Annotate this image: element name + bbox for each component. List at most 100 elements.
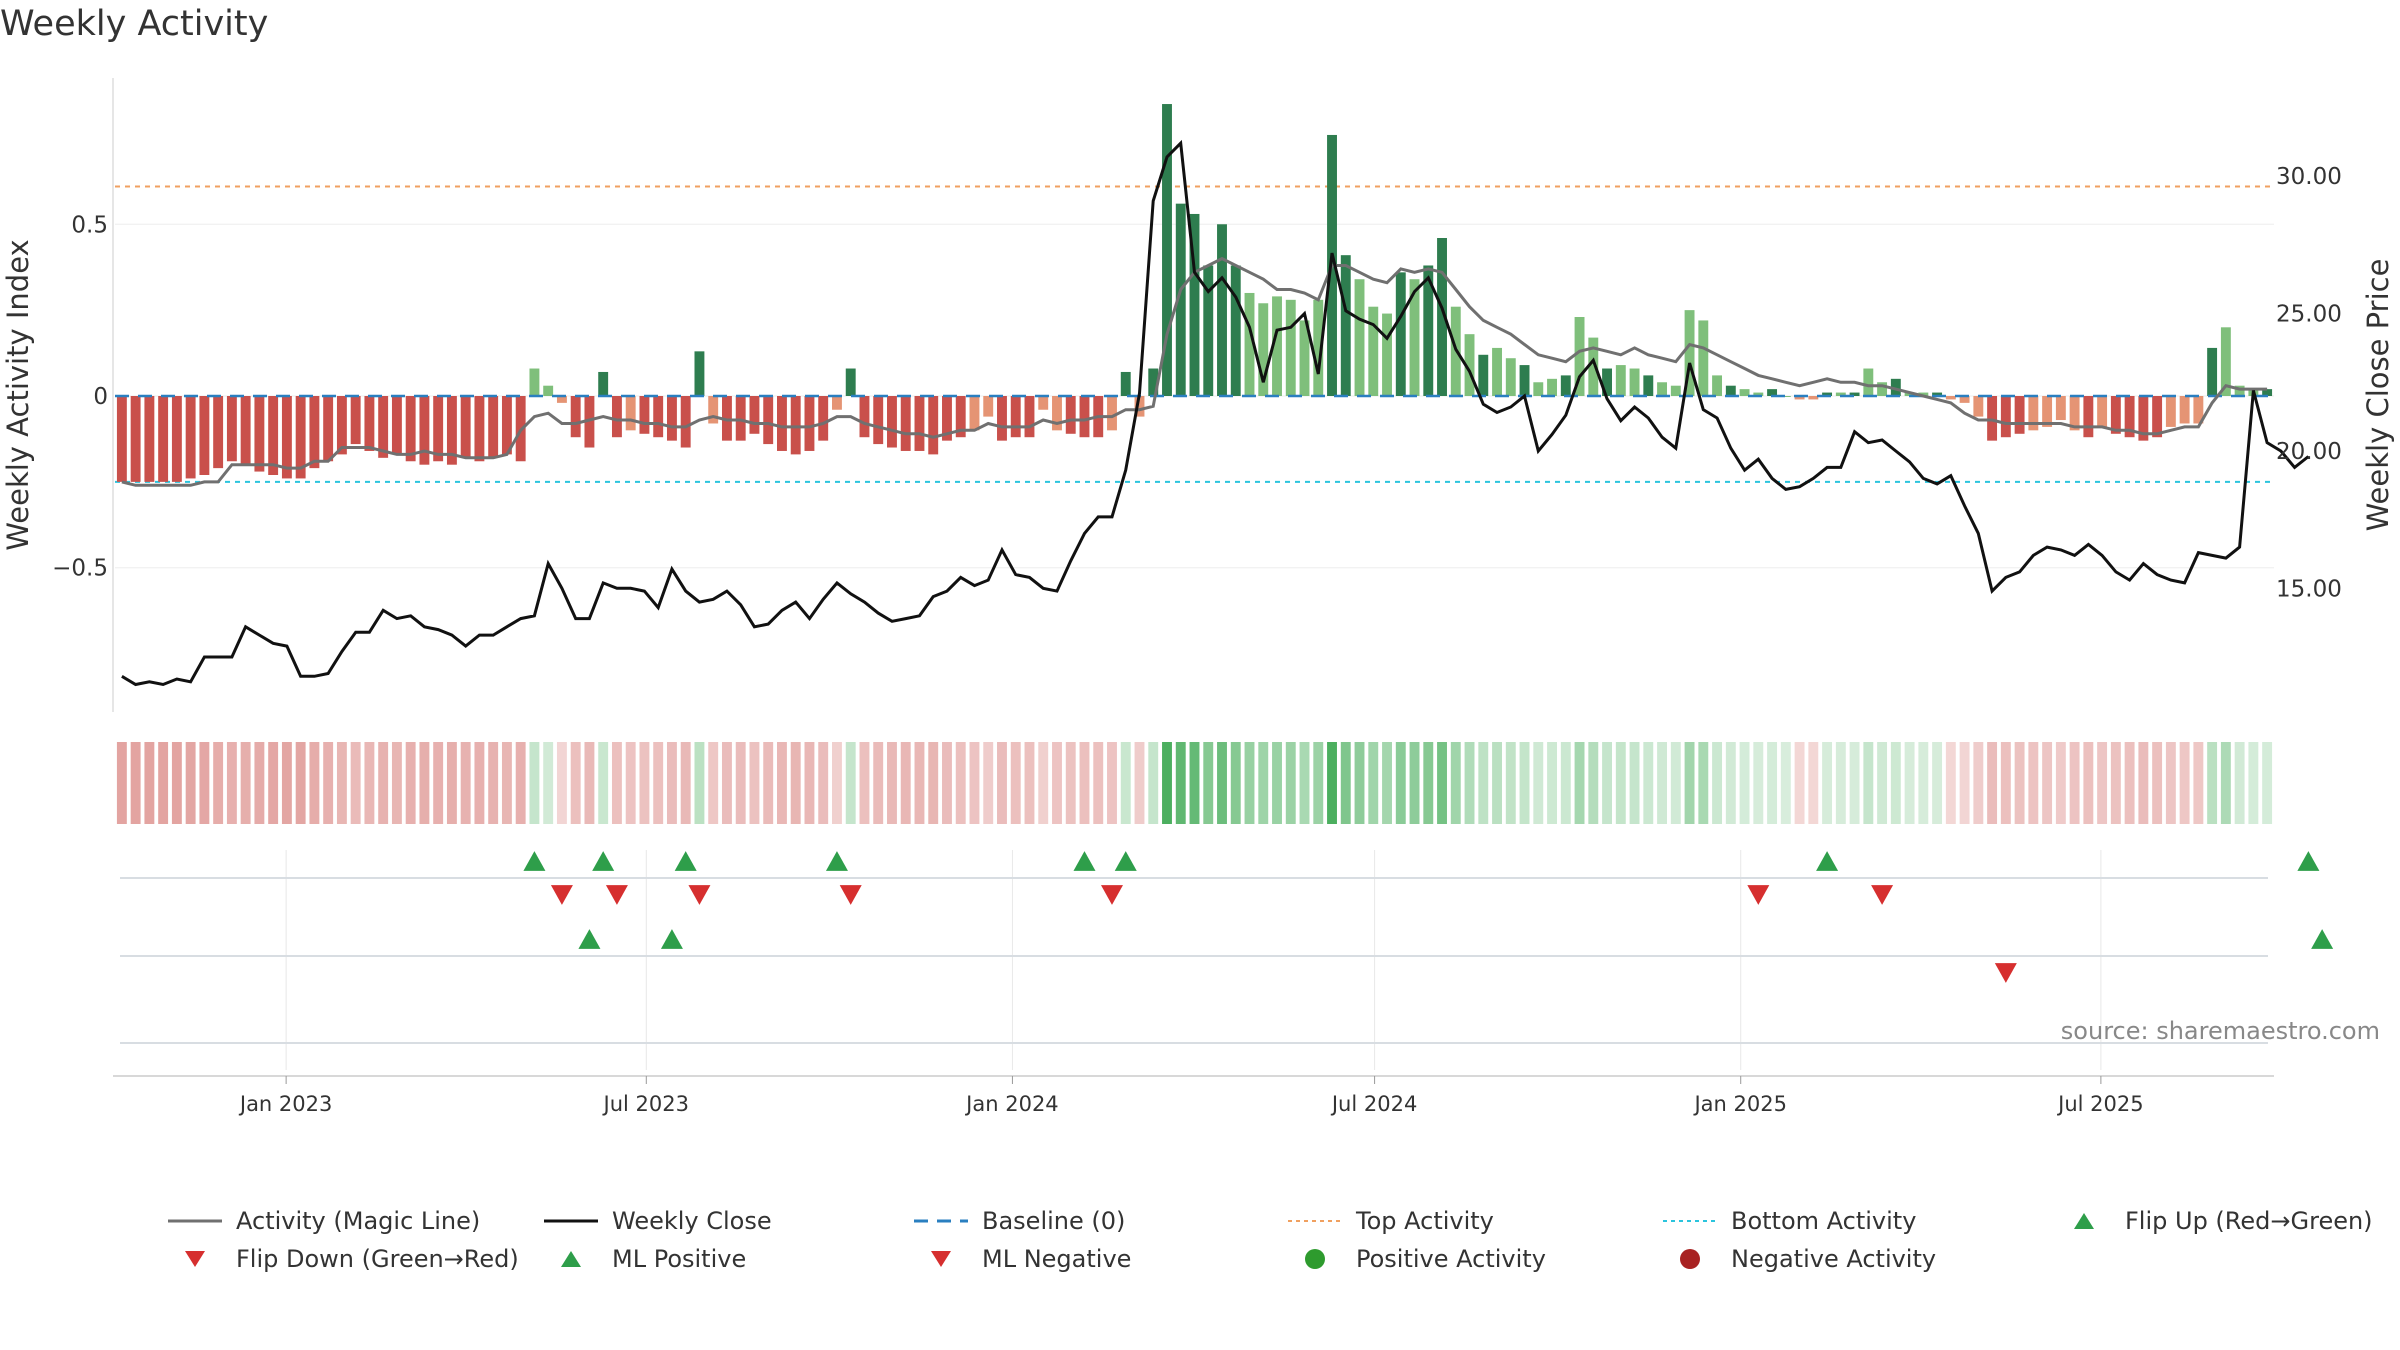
activity-bar: [845, 368, 856, 396]
x-tick-label: Jan 2024: [964, 1092, 1059, 1116]
activity-bar: [446, 396, 457, 465]
activity-bar: [1299, 320, 1310, 396]
heat-strip-cell: [446, 742, 457, 824]
activity-bar: [1712, 375, 1723, 396]
activity-bar: [460, 396, 471, 458]
heat-strip-cell: [1657, 742, 1668, 824]
y-axis-title: Weekly Activity Index: [1, 239, 35, 550]
heat-strip-cell: [1835, 742, 1846, 824]
heat-strip-cell: [199, 742, 210, 824]
heat-strip-cell: [1354, 742, 1365, 824]
activity-bar: [1959, 396, 1970, 403]
heat-strip-cell: [2207, 742, 2218, 824]
activity-bar: [983, 396, 994, 417]
activity-bar: [185, 396, 196, 479]
flip-down-marker: [1100, 885, 1123, 905]
activity-bar: [2220, 327, 2231, 396]
heat-strip-cell: [1258, 742, 1269, 824]
heat-strip-cell: [859, 742, 870, 824]
heat-strip-cell: [2042, 742, 2053, 824]
activity-bar: [323, 396, 334, 462]
heat-strip-cell: [1932, 742, 1943, 824]
activity-bar: [598, 371, 609, 396]
legend-swatch: [2074, 1213, 2094, 1229]
heat-strip-cell: [268, 742, 279, 824]
activity-bar: [1987, 396, 1998, 441]
legend-label: Negative Activity: [1731, 1245, 1937, 1273]
activity-bar: [584, 396, 595, 448]
heat-strip-cell: [240, 742, 251, 824]
heat-strip-cell: [1244, 742, 1255, 824]
heat-strip-cell: [2220, 742, 2231, 824]
heat-strip-cell: [584, 742, 595, 824]
activity-bar: [1464, 334, 1475, 396]
activity-bar: [928, 396, 939, 455]
activity-bar: [1822, 392, 1833, 396]
activity-bar: [309, 396, 320, 469]
heat-strip-cell: [914, 742, 925, 824]
heat-strip-cell: [543, 742, 554, 824]
heat-strip-cell: [735, 742, 746, 824]
heat-strip-cell: [501, 742, 512, 824]
legend-swatch: [561, 1251, 581, 1267]
flip-up-marker: [674, 851, 697, 871]
activity-bar: [1272, 296, 1282, 396]
heat-strip-cell: [1519, 742, 1530, 824]
legend-label: Baseline (0): [982, 1207, 1126, 1235]
activity-bar: [666, 396, 677, 441]
activity-bar: [1629, 368, 1640, 396]
heat-strip-cell: [1024, 742, 1035, 824]
activity-bar: [2138, 396, 2149, 441]
activity-bar: [1945, 396, 1956, 400]
activity-bar: [1120, 371, 1131, 396]
heat-strip-cell: [1890, 742, 1901, 824]
heat-strip-cell: [1299, 742, 1310, 824]
legend-swatch: [1663, 1220, 1717, 1222]
heat-strip-cell: [1794, 742, 1805, 824]
heat-strip-cell: [1959, 742, 1970, 824]
heat-strip-cell: [2055, 742, 2066, 824]
weekly-close-line: [121, 139, 2310, 687]
heat-strip-cell: [1162, 742, 1172, 824]
legend-item: Bottom Activity: [1661, 1203, 1916, 1239]
activity-bar: [556, 396, 567, 403]
activity-bar: [708, 396, 719, 424]
activity-bar: [1354, 279, 1365, 396]
x-tick-label: Jul 2025: [2056, 1092, 2143, 1116]
activity-bar: [694, 351, 705, 396]
activity-bar: [1052, 396, 1062, 431]
activity-bar: [1670, 385, 1681, 396]
heat-strip-cell: [1340, 742, 1351, 824]
activity-bar: [378, 396, 389, 458]
heat-strip-cell: [1547, 742, 1557, 824]
legend-item: Baseline (0): [912, 1203, 1125, 1239]
activity-bar: [1780, 396, 1791, 397]
activity-bar: [364, 396, 375, 451]
heat-strip-cell: [666, 742, 677, 824]
heat-strip-cell: [529, 742, 540, 824]
activity-bar: [1547, 378, 1557, 396]
heat-strip-cell: [226, 742, 237, 824]
activity-bar: [1684, 310, 1695, 396]
legend-label: Flip Down (Green→Red): [236, 1245, 519, 1273]
heat-strip-cell: [900, 742, 911, 824]
heat-strip-cell: [1492, 742, 1502, 824]
legend-swatch: [1680, 1249, 1700, 1269]
y-tick-label: 0.5: [71, 212, 108, 238]
activity-bar: [2000, 396, 2011, 438]
heat-strip-cell: [1065, 742, 1076, 824]
heat-strip-cell: [1175, 742, 1186, 824]
activity-bar: [804, 396, 815, 451]
activity-bar: [1244, 292, 1255, 396]
activity-bar: [1079, 396, 1090, 438]
heat-strip-cell: [419, 742, 430, 824]
heat-strip-cell: [1230, 742, 1241, 824]
ml-positive-marker: [660, 929, 683, 949]
activity-bar: [501, 396, 512, 455]
ml-negative-marker: [1994, 963, 2017, 983]
heat-strip-cell: [116, 742, 127, 824]
heat-strip-cell: [611, 742, 622, 824]
heat-strip-cell: [1767, 742, 1778, 824]
activity-bar: [1725, 385, 1736, 396]
